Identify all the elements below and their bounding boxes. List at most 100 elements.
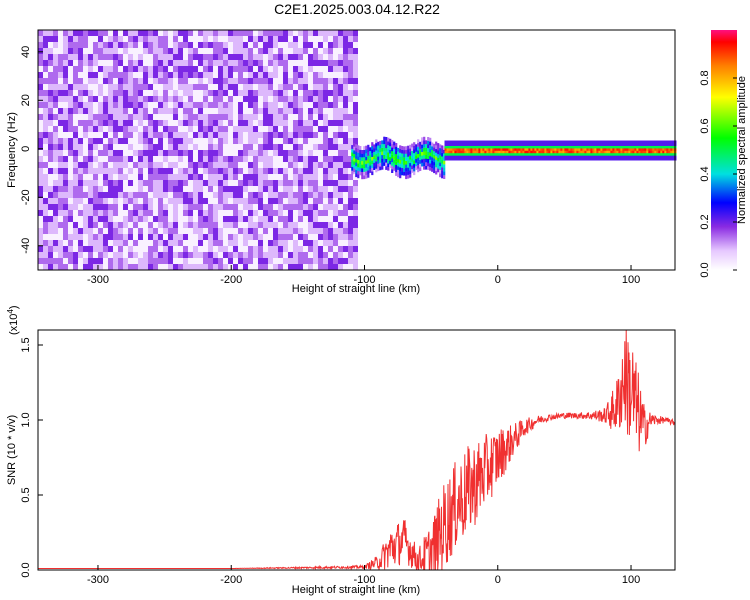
spectrogram-cell xyxy=(423,144,426,148)
spectrogram-cell xyxy=(108,126,113,132)
spectrogram-cell xyxy=(355,155,358,159)
spectrogram-cell xyxy=(203,150,208,156)
spectrogram-cell xyxy=(403,153,406,158)
spectrogram-cell xyxy=(293,198,298,204)
spectrogram-cell xyxy=(278,162,283,168)
spectrogram-cell xyxy=(258,174,263,180)
spectrogram-cell xyxy=(43,30,48,36)
spectrogram-cell xyxy=(278,48,283,54)
spectrogram-cell xyxy=(73,228,78,234)
spectrogram-x-tick-label: -200 xyxy=(220,274,242,286)
spectrogram-cell xyxy=(173,150,178,156)
spectrogram-cell xyxy=(168,78,173,84)
spectrogram-cell xyxy=(83,192,88,198)
spectrogram-cell xyxy=(148,72,153,78)
spectrogram-cell xyxy=(233,150,238,156)
spectrogram-cell xyxy=(263,60,268,66)
spectrogram-cell xyxy=(48,72,53,78)
spectrogram-cell xyxy=(464,140,467,144)
spectrogram-cell xyxy=(243,66,248,72)
spectrogram-cell xyxy=(403,168,406,172)
spectrogram-cell xyxy=(68,216,73,222)
spectrogram-cell xyxy=(439,144,442,149)
spectrogram-cell xyxy=(298,36,303,42)
spectrogram-cell xyxy=(278,192,283,198)
spectrogram-cell xyxy=(238,30,243,36)
spectrogram-cell xyxy=(173,78,178,84)
spectrogram-cell xyxy=(283,162,288,168)
spectrogram-cell xyxy=(63,168,68,174)
spectrogram-cell xyxy=(584,147,587,151)
spectrogram-cell xyxy=(558,152,561,156)
spectrogram-cell xyxy=(263,48,268,54)
spectrogram-cell xyxy=(118,72,123,78)
spectrogram-cell xyxy=(393,152,396,157)
spectrogram-cell xyxy=(88,114,93,120)
spectrogram-cell xyxy=(333,174,338,180)
spectrogram-cell xyxy=(288,168,293,174)
spectrogram-cell xyxy=(338,54,343,60)
spectrogram-cell xyxy=(540,140,543,144)
spectrogram-cell xyxy=(544,140,547,144)
spectrogram-cell xyxy=(298,102,303,108)
spectrogram-cell xyxy=(308,120,313,126)
spectrogram-cell xyxy=(78,156,83,162)
spectrogram-cell xyxy=(313,90,318,96)
spectrogram-cell xyxy=(238,246,243,252)
spectrogram-cell xyxy=(333,132,338,138)
spectrogram-cell xyxy=(556,145,559,149)
spectrogram-cell xyxy=(253,54,258,60)
spectrogram-cell xyxy=(308,42,313,48)
spectrogram-cell xyxy=(443,160,446,165)
spectrogram-cell xyxy=(328,240,333,246)
spectrogram-cell xyxy=(618,152,621,156)
spectrogram-cell xyxy=(608,152,611,156)
spectrogram-cell xyxy=(188,174,193,180)
spectrogram-cell xyxy=(283,228,288,234)
spectrogram-cell xyxy=(223,96,228,102)
spectrogram-cell xyxy=(303,78,308,84)
spectrogram-cell xyxy=(223,156,228,162)
spectrogram-cell xyxy=(371,142,374,146)
spectrogram-cell xyxy=(480,155,483,159)
spectrogram-cell xyxy=(298,78,303,84)
spectrogram-cell xyxy=(158,228,163,234)
spectrogram-cell xyxy=(544,143,547,146)
spectrogram-cell xyxy=(323,162,328,168)
spectrogram-cell xyxy=(638,157,641,161)
spectrogram-cell xyxy=(419,149,422,153)
spectrogram-cell xyxy=(218,168,223,174)
spectrogram-cell xyxy=(268,114,273,120)
spectrogram-cell xyxy=(323,90,328,96)
spectrogram-cell xyxy=(88,186,93,192)
spectrogram-cell xyxy=(278,198,283,204)
spectrogram-cell xyxy=(608,155,611,159)
spectrogram-cell xyxy=(439,166,442,170)
spectrogram-cell xyxy=(536,152,539,156)
spectrogram-cell xyxy=(273,102,278,108)
spectrogram-cell xyxy=(243,54,248,60)
spectrogram-cell xyxy=(500,152,503,156)
spectrogram-cell xyxy=(622,147,625,151)
spectrogram-cell xyxy=(427,158,430,163)
spectrogram-cell xyxy=(359,171,362,176)
spectrogram-cell xyxy=(443,149,446,154)
spectrogram-cell xyxy=(568,155,571,159)
spectrogram-cell xyxy=(63,102,68,108)
spectrogram-cell xyxy=(338,180,343,186)
spectrogram-cell xyxy=(98,132,103,138)
spectrogram-cell xyxy=(348,108,353,114)
spectrogram-cell xyxy=(582,143,585,146)
spectrogram-cell xyxy=(338,162,343,168)
spectrogram-cell xyxy=(383,144,386,148)
spectrogram-cell xyxy=(385,155,388,159)
spectrogram-cell xyxy=(574,155,577,159)
snr-y-tick-label: 0.0 xyxy=(20,562,32,577)
spectrogram-cell xyxy=(576,140,579,144)
spectrogram-cell xyxy=(348,168,353,174)
spectrogram-cell xyxy=(293,84,298,90)
spectrogram-cell xyxy=(243,102,248,108)
spectrogram-cell xyxy=(183,66,188,72)
spectrogram-cell xyxy=(243,90,248,96)
spectrogram-cell xyxy=(163,30,168,36)
